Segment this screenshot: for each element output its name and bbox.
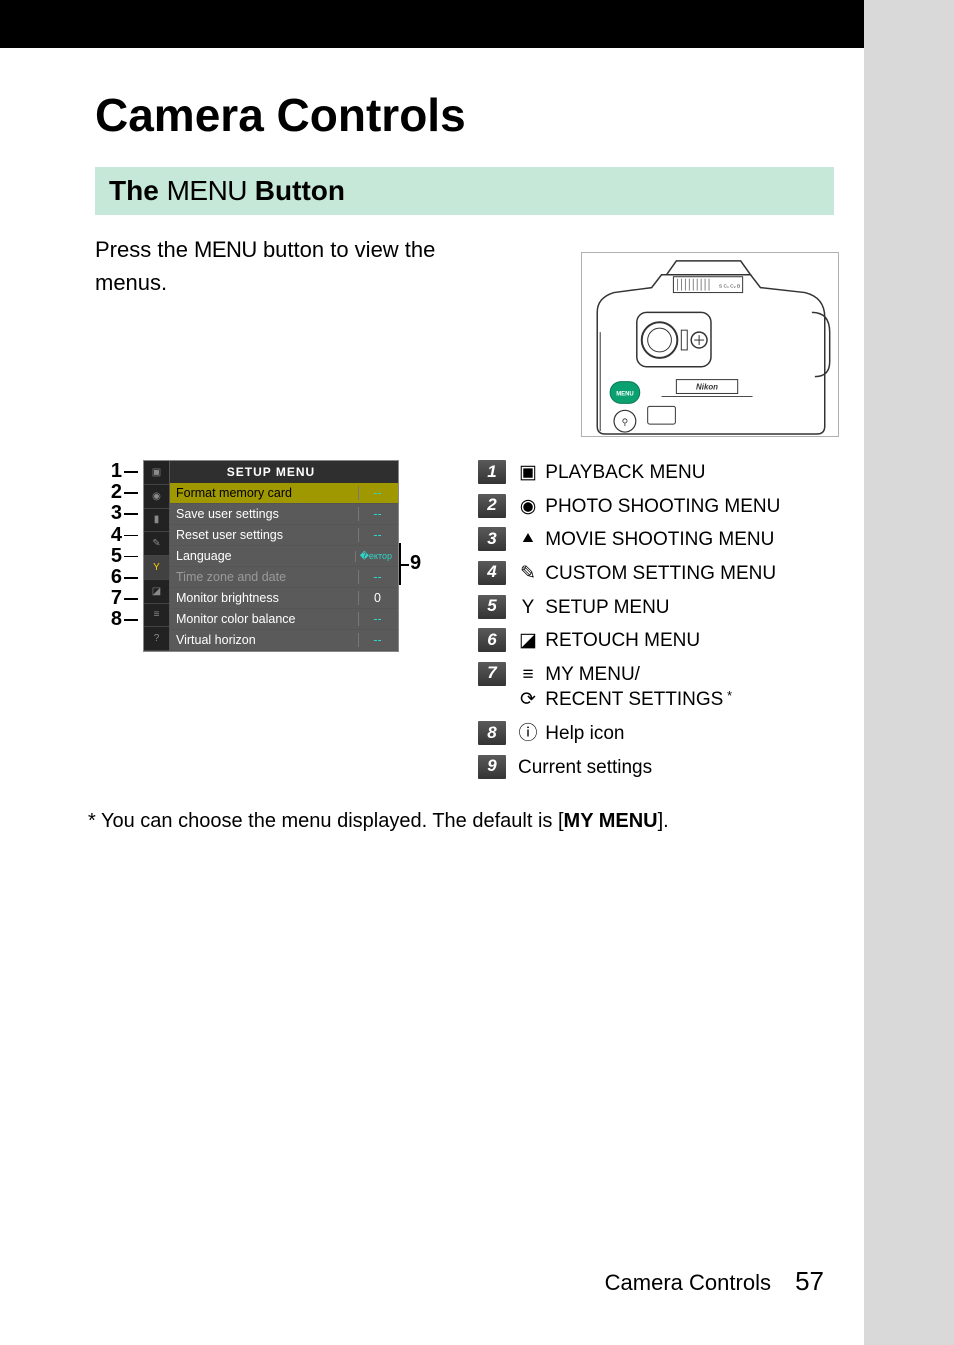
callout-1: 1 [104,460,122,483]
legend-number: 7 [478,662,506,686]
legend-number: 1 [478,460,506,484]
page-title: Camera Controls [95,88,834,142]
legend-row: 5Y SETUP MENU [478,595,838,621]
heading-pre: The [109,175,167,206]
footnote: * You can choose the menu displayed. The… [88,810,669,833]
legend-icon: Y [518,595,538,621]
menu-row: Save user settings-- [170,504,398,525]
menu-row: Reset user settings-- [170,525,398,546]
footer-text: Camera Controls [605,1270,771,1295]
menu-tab: ◪ [144,580,169,604]
callout-7: 7 [104,587,122,610]
legend-icon: ◉ [518,494,538,520]
legend-row: 8ⓘ Help icon [478,721,838,747]
callout-6: 6 [104,566,122,589]
legend-icon: ✎ [518,561,538,587]
heading-post: Button [247,175,345,206]
legend-icon: ⟳ [518,687,538,713]
heading-menu-word: MENU [167,175,247,206]
svg-text:Nikon: Nikon [696,383,718,392]
legend-icon: ▣ [518,460,538,486]
menu-screen-title: SETUP MENU [144,461,398,483]
legend-number: 8 [478,721,506,745]
menu-rows: Format memory card--Save user settings--… [170,483,398,651]
camera-illustration: S C₁ C₂ B Nikon MENU ⚲ [581,252,839,437]
camera-svg: S C₁ C₂ B Nikon MENU ⚲ [582,253,838,436]
callout-2: 2 [104,481,122,504]
legend-number: 2 [478,494,506,518]
legend-row: 6◪ RETOUCH MENU [478,628,838,654]
menu-tab: ? [144,627,169,651]
menu-tab: ◉ [144,485,169,509]
svg-text:⚲: ⚲ [622,417,629,427]
legend-row: 2◉ PHOTO SHOOTING MENU [478,494,838,520]
svg-text:S C₁ C₂ B: S C₁ C₂ B [719,284,741,290]
menu-row: Format memory card-- [170,483,398,504]
callout-8: 8 [104,608,122,631]
legend-number: 9 [478,755,506,779]
menu-row: Monitor color balance-- [170,609,398,630]
legend-list: 1▣ PLAYBACK MENU2◉ PHOTO SHOOTING MENU3⯅… [478,460,838,788]
menu-tab: ▣ [144,461,169,485]
menu-tabs: ▣◉▮✎Y◪≡? [144,461,170,651]
legend-icon: ≡ [518,662,538,688]
page-footer: Camera Controls 57 [605,1266,824,1297]
legend-number: 5 [478,595,506,619]
menu-tab: ▮ [144,509,169,533]
svg-text:MENU: MENU [616,391,633,397]
callout-3: 3 [104,502,122,525]
callout-9: 9 [410,552,421,575]
menu-row: Virtual horizon-- [170,630,398,651]
header-black-bar [0,0,864,48]
legend-number: 6 [478,628,506,652]
menu-row: Monitor brightness0 [170,588,398,609]
callout-5: 5 [104,545,122,568]
menu-tab: Y [144,556,169,580]
legend-icon: ⯅ [518,527,538,553]
callout-4: 4 [104,524,122,547]
legend-icon: ◪ [518,628,538,654]
menu-row: Language�ектор [170,546,398,567]
intro-text: Press the MENU button to view the menus. [95,233,485,299]
legend-row: 9Current settings [478,755,838,781]
menu-tab: ✎ [144,532,169,556]
legend-row: 3⯅ MOVIE SHOOTING MENU [478,527,838,553]
menu-tab: ≡ [144,604,169,628]
legend-row: 1▣ PLAYBACK MENU [478,460,838,486]
page-number: 57 [795,1266,824,1296]
menu-screen: ▣◉▮✎Y◪≡? SETUP MENU Format memory card--… [143,460,399,652]
section-heading: The MENU Button [95,167,834,215]
legend-number: 3 [478,527,506,551]
legend-number: 4 [478,561,506,585]
legend-row: 7≡ MY MENU/⟳ RECENT SETTINGS * [478,662,838,713]
legend-row: 4✎ CUSTOM SETTING MENU [478,561,838,587]
menu-row: Time zone and date-- [170,567,398,588]
manual-page: Camera Controls The MENU Button Press th… [0,0,864,1345]
legend-icon: ⓘ [518,721,538,747]
